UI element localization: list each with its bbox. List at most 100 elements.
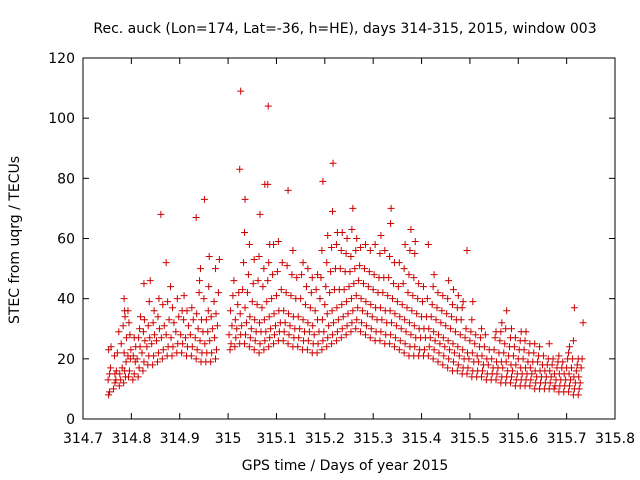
data-point (295, 334, 303, 342)
data-point (165, 316, 173, 324)
data-point (536, 343, 544, 351)
data-point (448, 301, 456, 309)
data-point (286, 322, 294, 330)
data-point (170, 319, 178, 327)
data-point (210, 298, 218, 306)
data-point (169, 343, 177, 351)
data-point (301, 301, 309, 309)
data-point (323, 343, 331, 351)
data-point (231, 343, 239, 351)
data-point (162, 331, 170, 339)
data-point (245, 241, 253, 249)
data-point (394, 283, 402, 291)
data-point (547, 373, 555, 381)
data-point (205, 253, 213, 261)
data-point (325, 322, 333, 330)
data-point (492, 376, 500, 384)
data-point (182, 334, 190, 342)
data-point (386, 340, 394, 348)
data-point (409, 292, 417, 300)
data-point (546, 367, 554, 375)
data-point (138, 349, 146, 357)
data-point (575, 385, 583, 393)
data-point (579, 319, 587, 327)
data-point (454, 292, 462, 300)
data-point (299, 259, 307, 267)
data-point (333, 304, 341, 312)
data-point (134, 373, 142, 381)
data-point (355, 277, 363, 285)
data-point (508, 373, 516, 381)
data-point (376, 304, 384, 312)
data-point (549, 355, 557, 363)
data-point (576, 379, 584, 387)
data-point (381, 247, 389, 255)
data-point (454, 343, 462, 351)
data-point (438, 307, 446, 315)
data-point (264, 277, 272, 285)
data-point (531, 340, 539, 348)
data-point (411, 343, 419, 351)
data-point (406, 247, 414, 255)
data-point (120, 295, 128, 303)
data-point (348, 319, 356, 327)
data-point (490, 346, 498, 354)
data-point (480, 343, 488, 351)
data-point (235, 289, 243, 297)
data-point (348, 225, 356, 233)
data-point (117, 340, 125, 348)
data-point (444, 295, 452, 303)
data-point (283, 262, 291, 270)
data-point (158, 355, 166, 363)
data-point (208, 349, 216, 357)
data-point (274, 238, 282, 246)
data-point (439, 361, 447, 369)
data-point (146, 334, 154, 342)
data-point (519, 355, 527, 363)
data-point (249, 280, 257, 288)
data-point (367, 301, 375, 309)
data-point (530, 349, 538, 357)
data-point (157, 210, 165, 218)
data-point (214, 289, 222, 297)
data-point (151, 331, 159, 339)
data-point (442, 322, 450, 330)
data-point (107, 343, 115, 351)
data-point (239, 286, 247, 294)
data-point (183, 307, 191, 315)
data-point (433, 304, 441, 312)
data-point (302, 283, 310, 291)
data-point (574, 391, 582, 399)
y-tick-label: 120 (48, 51, 75, 67)
data-point (445, 277, 453, 285)
data-point (472, 331, 480, 339)
data-point (120, 379, 128, 387)
data-point (546, 379, 554, 387)
data-point (264, 102, 272, 110)
data-point (146, 277, 154, 285)
data-point (324, 334, 332, 342)
data-point (207, 358, 215, 366)
data-point (280, 307, 288, 315)
data-point (411, 238, 419, 246)
data-point (159, 346, 167, 354)
data-point (402, 328, 410, 336)
data-point (265, 259, 273, 267)
data-point (458, 304, 466, 312)
data-point (126, 331, 134, 339)
data-point (160, 322, 168, 330)
data-point (306, 304, 314, 312)
data-point (281, 319, 289, 327)
data-point (200, 195, 208, 203)
data-point (143, 343, 151, 351)
data-point (246, 313, 254, 321)
data-point (305, 328, 313, 336)
data-point (149, 361, 157, 369)
data-point (145, 298, 153, 306)
data-point (565, 388, 573, 396)
x-tick-label: 315.7 (547, 431, 587, 447)
data-point (377, 328, 385, 336)
data-point (308, 274, 316, 282)
data-point (271, 322, 279, 330)
data-point (104, 376, 112, 384)
